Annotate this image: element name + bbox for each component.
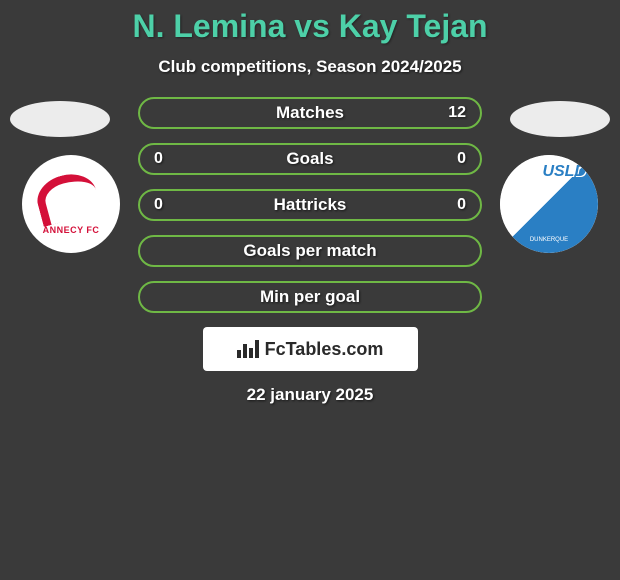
stat-row-min-per-goal: Min per goal (138, 281, 482, 313)
date-label: 22 january 2025 (0, 385, 620, 405)
stat-row-hattricks: 0 Hattricks 0 (138, 189, 482, 221)
stat-label: Goals (286, 149, 333, 169)
subtitle: Club competitions, Season 2024/2025 (0, 57, 620, 77)
bar-icon-part (243, 344, 247, 358)
usld-text: USLD (542, 163, 586, 181)
stat-row-goals: 0 Goals 0 (138, 143, 482, 175)
player-right-avatar (510, 101, 610, 137)
stat-left-value: 0 (154, 150, 174, 168)
club-logo-right: USLD DUNKERQUE (500, 155, 598, 253)
annecy-swoosh-icon (32, 168, 102, 227)
annecy-logo: ANNECY FC (22, 155, 120, 253)
stat-row-matches: Matches 12 (138, 97, 482, 129)
stat-right-value: 0 (446, 150, 466, 168)
stats-table: Matches 12 0 Goals 0 0 Hattricks 0 Goals… (138, 97, 482, 313)
stat-right-value: 0 (446, 196, 466, 214)
bar-icon-part (237, 350, 241, 358)
bar-chart-icon (237, 340, 259, 358)
stat-label: Matches (276, 103, 344, 123)
page-title: N. Lemina vs Kay Tejan (0, 8, 620, 45)
stat-label: Hattricks (274, 195, 347, 215)
fctables-badge[interactable]: FcTables.com (203, 327, 418, 371)
stat-left-value: 0 (154, 196, 174, 214)
stat-right-value: 12 (446, 104, 466, 122)
stat-label: Min per goal (260, 287, 360, 307)
fctables-text: FcTables.com (265, 339, 384, 360)
bar-icon-part (255, 340, 259, 358)
usld-logo: USLD DUNKERQUE (500, 155, 598, 253)
usld-subtext: DUNKERQUE (500, 237, 598, 243)
stat-row-goals-per-match: Goals per match (138, 235, 482, 267)
player-left-avatar (10, 101, 110, 137)
annecy-text: ANNECY FC (22, 225, 120, 235)
stat-label: Goals per match (243, 241, 376, 261)
club-logo-left: ANNECY FC (22, 155, 120, 253)
main-area: ANNECY FC USLD DUNKERQUE Matches 12 0 Go… (0, 97, 620, 405)
comparison-card: N. Lemina vs Kay Tejan Club competitions… (0, 0, 620, 405)
bar-icon-part (249, 348, 253, 358)
